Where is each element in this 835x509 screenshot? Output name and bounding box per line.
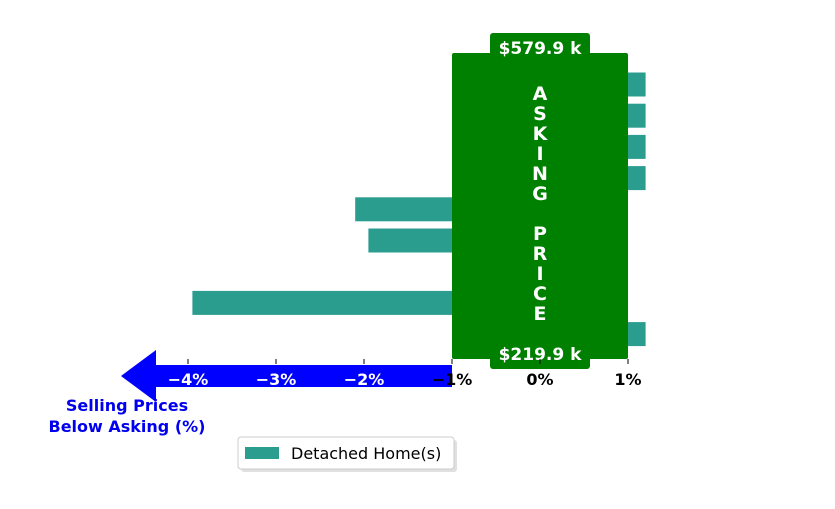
x-tick-label: 1%	[614, 370, 641, 389]
direction-arrow	[121, 350, 452, 402]
x-axis: −4% −3% −2% −1% 0% 1%	[168, 359, 642, 389]
asking-price-letter: G	[532, 183, 548, 205]
x-tick-label: −3%	[256, 370, 297, 389]
asking-price-letter: I	[536, 143, 543, 165]
legend-swatch	[245, 447, 279, 459]
asking-band-rect	[452, 53, 628, 359]
legend: Detached Home(s)	[237, 436, 457, 472]
left-arrow-shape	[121, 350, 452, 402]
x-axis-label: Selling Prices Below Asking (%)	[49, 396, 206, 436]
asking-price-letter: C	[533, 283, 547, 305]
asking-price-letter: N	[532, 163, 548, 185]
asking-price-letter: E	[534, 303, 547, 325]
asking-price-letter: K	[533, 123, 549, 145]
asking-price-letter: R	[533, 243, 548, 265]
legend-label: Detached Home(s)	[291, 444, 441, 463]
bottom-price-label: $219.9 k	[499, 345, 583, 365]
top-price-label: $579.9 k	[499, 39, 583, 59]
legend-frame	[237, 436, 455, 470]
bottom-price-box	[490, 341, 590, 369]
x-axis-label-line-2: Below Asking (%)	[49, 417, 206, 436]
asking-price-letter: I	[536, 263, 543, 285]
x-tick-label: −1%	[432, 370, 473, 389]
asking-price-letter: P	[533, 223, 547, 245]
asking-price-letter: A	[533, 83, 548, 105]
x-tick-label: −2%	[344, 370, 385, 389]
top-price-box	[490, 33, 590, 61]
x-tick-label: 0%	[526, 370, 553, 389]
x-axis-label-line-1: Selling Prices	[66, 396, 188, 415]
asking-price-letter: S	[533, 103, 547, 125]
x-tick-label: −4%	[168, 370, 209, 389]
